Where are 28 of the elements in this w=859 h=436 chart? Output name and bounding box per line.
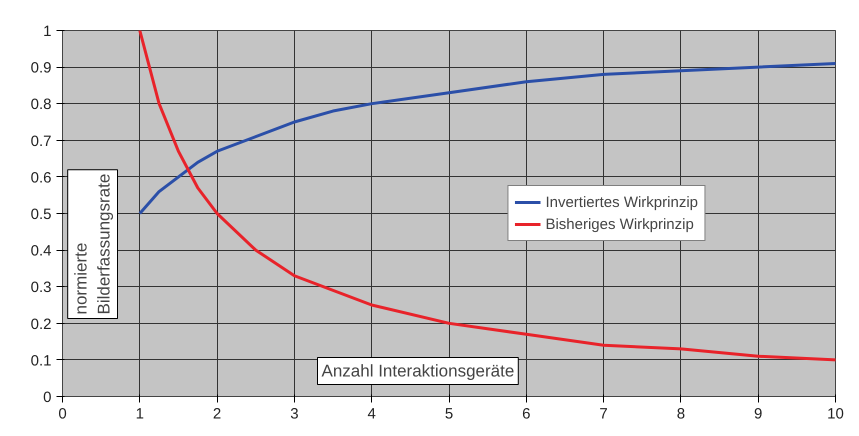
- y-tick-label: 0.6: [30, 169, 52, 186]
- line-series: [138, 30, 836, 362]
- x-tick-label: 10: [827, 406, 844, 422]
- y-tick-label: 0.3: [30, 279, 52, 296]
- x-tick-label: 9: [754, 406, 762, 422]
- y-tick-label: 0: [43, 389, 52, 406]
- x-tick-label: 2: [212, 406, 222, 422]
- y-tick-label: 0.8: [30, 96, 52, 114]
- y-tick-label: 0.4: [30, 242, 52, 260]
- legend-label: Bisheriges Wirkprinzip: [545, 216, 694, 232]
- y-axis-title: normierte Bilderfassungsrate: [72, 174, 114, 314]
- x-axis-title: Anzahl Interaktionsgeräte: [322, 362, 514, 380]
- x-tick-label: 8: [676, 406, 686, 422]
- x-tick-label: 0: [58, 406, 67, 422]
- y-tick-label: 0.1: [30, 352, 52, 370]
- y-tick-label: 0.9: [30, 60, 52, 77]
- y-tick-label: 0.7: [30, 132, 52, 150]
- y-tick-label: 1: [43, 23, 52, 40]
- x-tick-label: 6: [522, 406, 530, 422]
- x-tick-label: 3: [290, 406, 299, 422]
- y-tick-label: 0.2: [30, 316, 52, 333]
- x-tick-label: 5: [444, 406, 454, 422]
- y-tick-label: 0.5: [30, 206, 52, 223]
- x-tick-label: 1: [136, 406, 144, 422]
- x-tick-label: 7: [599, 406, 608, 422]
- line-series: [138, 62, 836, 215]
- x-tick-label: 4: [368, 406, 376, 422]
- legend-label: Invertiertes Wirkprinzip: [545, 194, 698, 210]
